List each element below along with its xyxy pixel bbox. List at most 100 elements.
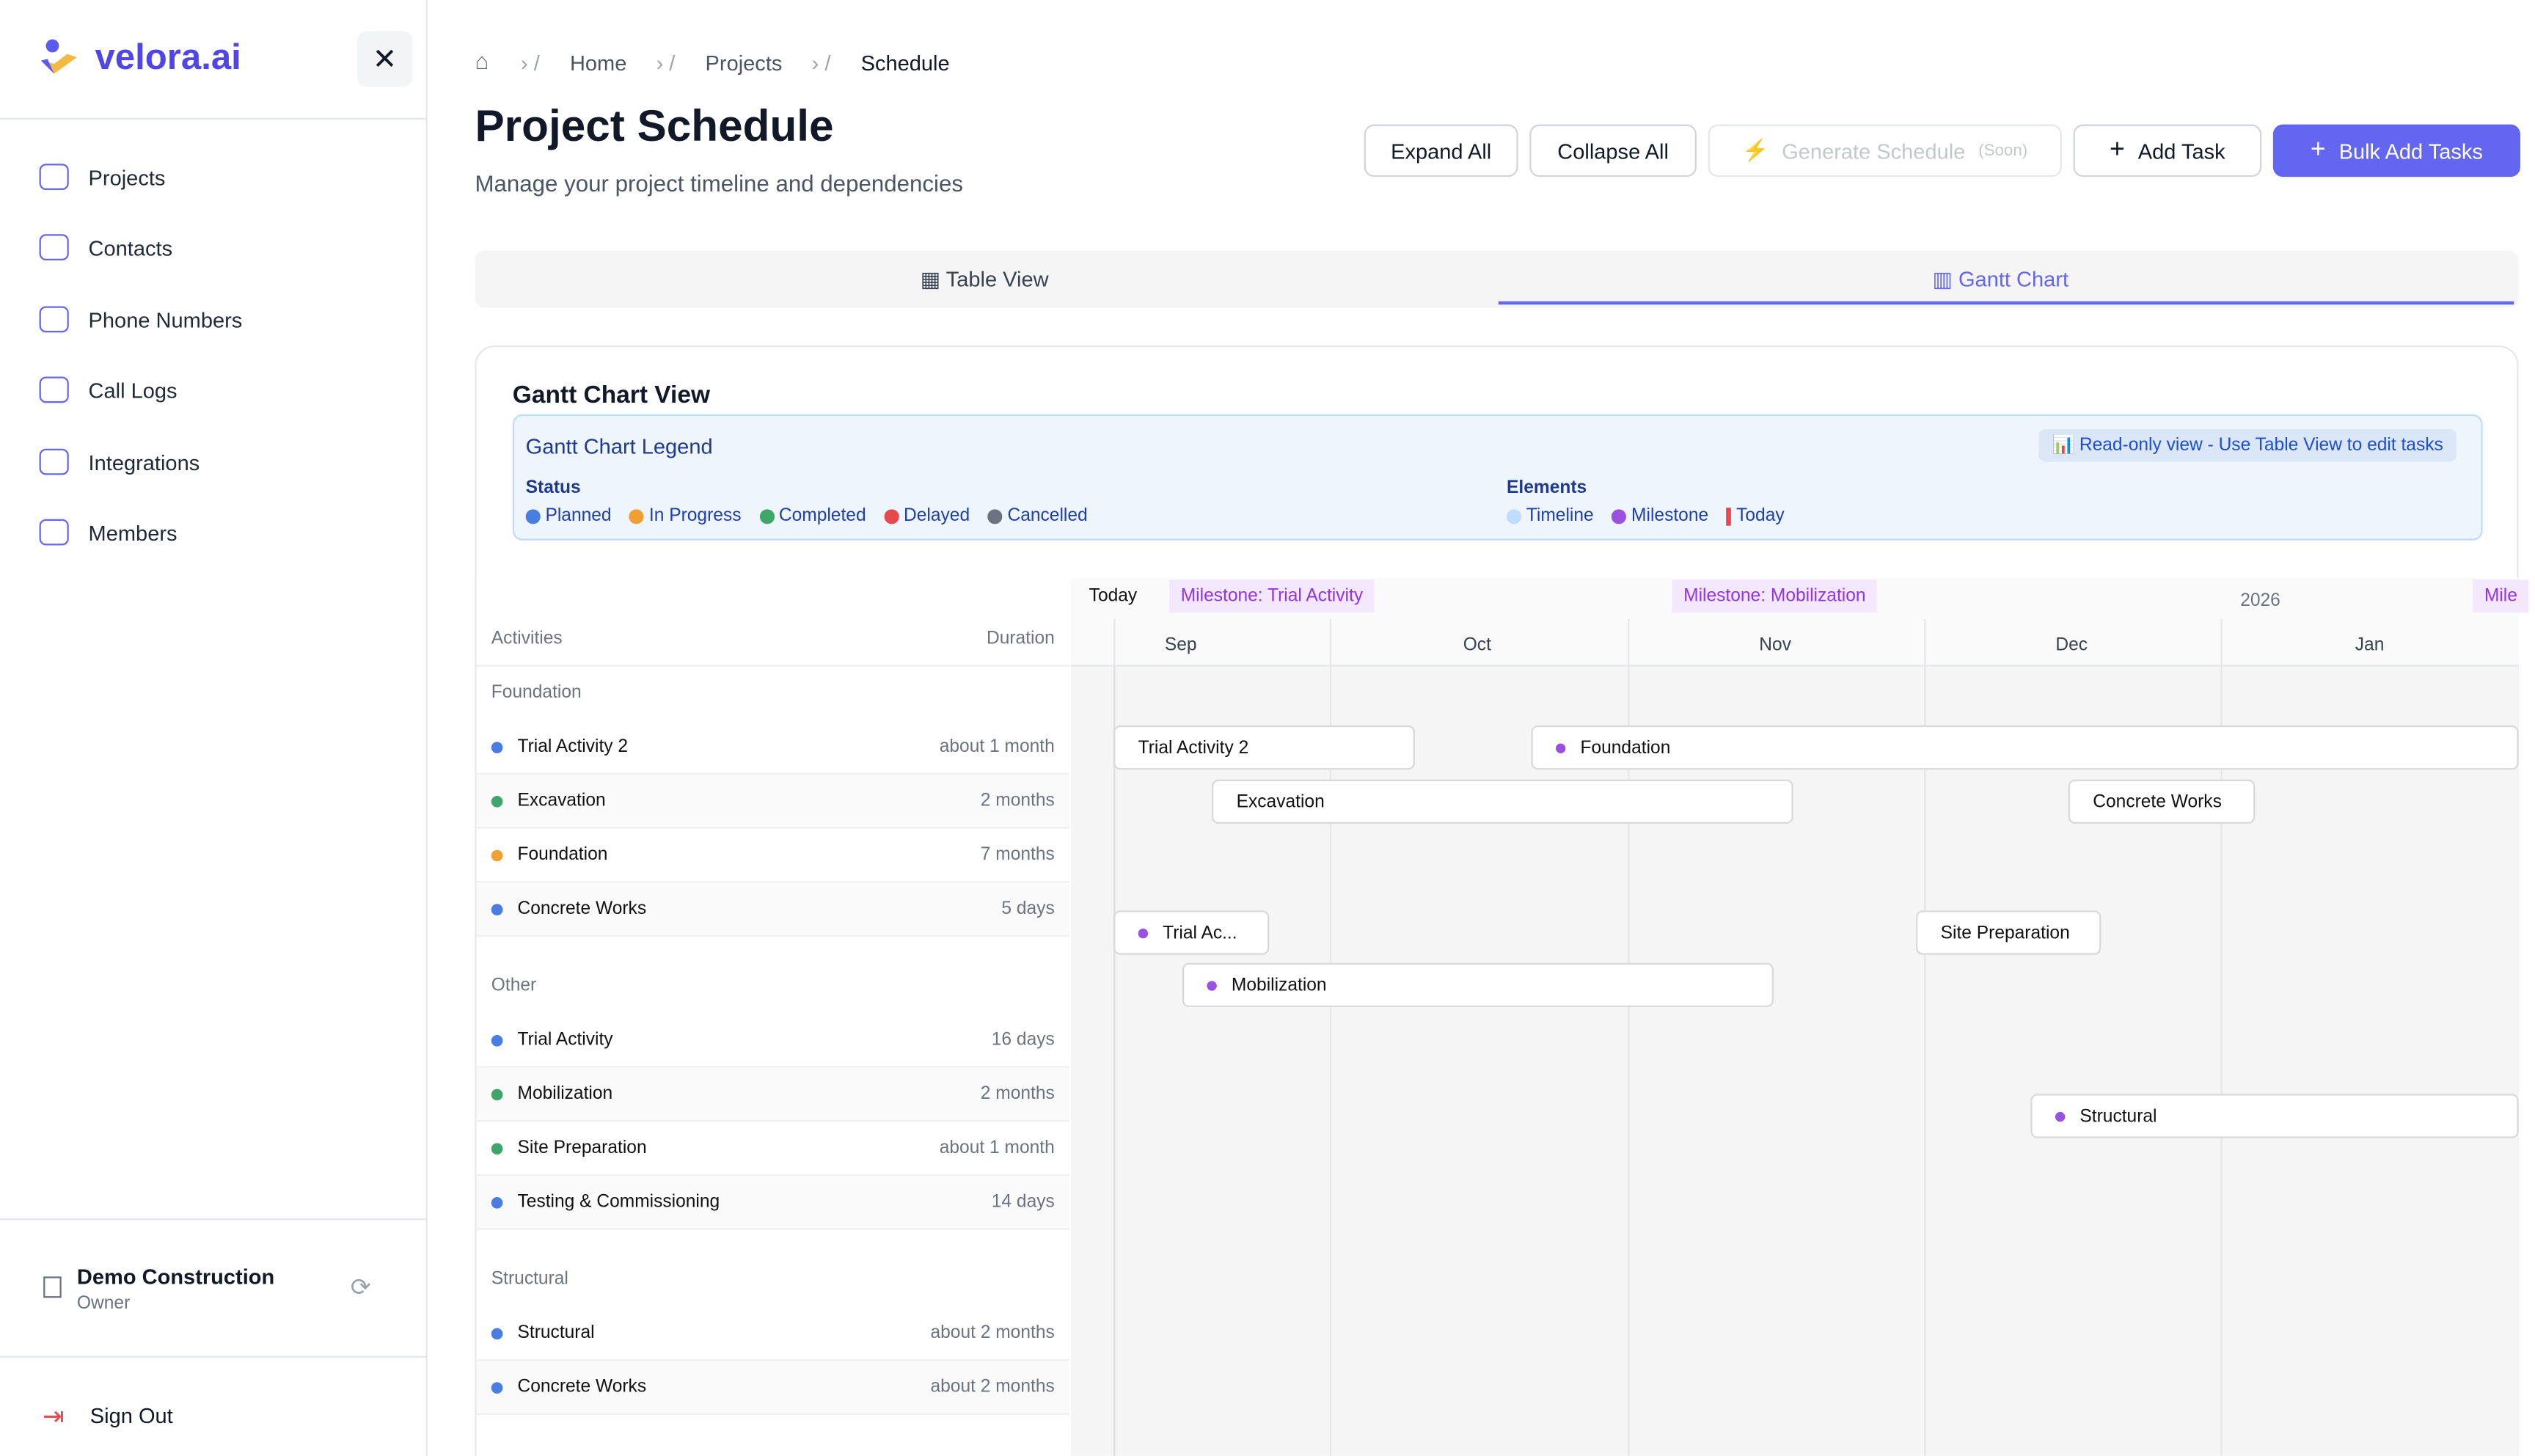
status-dot	[491, 1142, 503, 1154]
nav-icon	[39, 234, 69, 260]
legend-swatch	[1612, 508, 1627, 524]
milestone-dot	[1138, 927, 1149, 938]
logo-icon	[40, 39, 77, 74]
gantt-bar: Foundation	[1531, 725, 2519, 770]
label: Expand All	[1391, 138, 1492, 164]
task-duration: about 1 month	[939, 736, 1055, 757]
month-label: Sep	[1164, 635, 1197, 656]
nav-item[interactable]: Integrations	[39, 439, 200, 485]
nav-item[interactable]: Phone Numbers	[39, 296, 242, 343]
label: Table View	[945, 266, 1049, 292]
label: Add Task	[2137, 138, 2225, 164]
sign-out-icon: ⇥	[43, 1403, 65, 1432]
status-dot	[491, 1088, 503, 1100]
month-label: Nov	[1759, 635, 1791, 656]
task-name: Mobilization	[517, 1083, 613, 1104]
bar-label: Mobilization	[1231, 975, 1327, 995]
soon-note: (Soon)	[1978, 142, 2028, 160]
org-name: Demo Construction	[76, 1264, 275, 1289]
legend-label: Completed	[778, 505, 866, 526]
legend-item: Delayed	[884, 506, 970, 526]
task-row[interactable]: Trial Activity 2 about 1 month	[476, 720, 1069, 775]
month-grid-line	[1924, 618, 1926, 1456]
bulk-add-button[interactable]: + Bulk Add Tasks	[2272, 124, 2520, 178]
bar-label: Trial Ac...	[1163, 923, 1237, 943]
task-row[interactable]: Concrete Works about 2 months	[476, 1361, 1069, 1415]
gantt-bar: Trial Ac...	[1113, 910, 1270, 955]
divider	[0, 117, 426, 120]
nav-icon	[39, 519, 69, 546]
task-row[interactable]: Trial Activity 16 days	[476, 1013, 1069, 1068]
sign-out[interactable]: Sign Out	[89, 1403, 173, 1428]
legend-label: Milestone	[1631, 505, 1709, 526]
nav-item[interactable]: Contacts	[39, 224, 172, 271]
label: Collapse All	[1557, 138, 1669, 164]
status-dot	[491, 1196, 503, 1208]
year-label: 2026	[2240, 590, 2280, 611]
divider	[476, 665, 1069, 667]
group-label: Foundation	[491, 682, 582, 703]
task-duration: 5 days	[1001, 899, 1055, 919]
task-row[interactable]: Mobilization 2 months	[476, 1067, 1069, 1122]
nav-item[interactable]: Call Logs	[39, 367, 178, 413]
legend-title: Gantt Chart Legend	[525, 433, 713, 459]
nav-icon	[39, 306, 69, 333]
month-label: Dec	[2055, 635, 2088, 656]
tab-gantt-chart[interactable]: ▥ Gantt Chart	[1932, 267, 2068, 293]
home-icon[interactable]: ⌂	[475, 47, 489, 74]
nav-label: Call Logs	[88, 377, 178, 403]
milestone-label: Mile	[2473, 579, 2529, 612]
task-name: Excavation	[517, 791, 606, 811]
gantt-bar: Mobilization	[1182, 962, 1774, 1008]
read-only-note: 📊 Read-only view - Use Table View to edi…	[2038, 428, 2457, 462]
label: Bulk Add Tasks	[2338, 138, 2483, 164]
add-task-button[interactable]: + Add Task	[2073, 124, 2262, 178]
month-grid-line	[2220, 618, 2223, 1456]
icon: ▥	[1932, 266, 1958, 292]
label: Gantt Chart	[1958, 266, 2069, 292]
today-label: Today	[1089, 586, 1138, 607]
gantt-bar: Concrete Works	[2068, 779, 2256, 824]
gantt-bar: Structural	[2030, 1094, 2519, 1138]
task-row[interactable]: Site Preparation about 1 month	[476, 1122, 1069, 1177]
legend-swatch	[1726, 506, 1732, 525]
bar-label: Concrete Works	[2093, 791, 2222, 812]
breadcrumb-separator: › /	[656, 51, 676, 76]
task-row[interactable]: Testing & Commissioning 14 days	[476, 1176, 1069, 1230]
tab-table-view[interactable]: ▦ Table View	[921, 267, 1049, 293]
breadcrumb-item[interactable]: Home	[569, 51, 627, 76]
breadcrumb-item[interactable]: Projects	[705, 51, 783, 76]
task-duration: about 1 month	[939, 1138, 1055, 1158]
legend-label: Delayed	[904, 505, 970, 526]
expand-all-button[interactable]: Expand All	[1364, 124, 1518, 178]
divider	[0, 1218, 426, 1221]
icon: ⚡	[1742, 137, 1769, 163]
switch-org[interactable]: ⟳	[350, 1273, 371, 1302]
legend-swatch	[987, 508, 1003, 524]
bar-label: Structural	[2079, 1106, 2157, 1126]
generate-schedule-button: ⚡ Generate Schedule (Soon)	[1708, 124, 2062, 178]
elements-label: Elements	[1506, 478, 1587, 498]
org-role: Owner	[76, 1293, 131, 1314]
task-row[interactable]: Structural about 2 months	[476, 1306, 1069, 1361]
task-duration: about 2 months	[930, 1377, 1055, 1397]
gantt-bar: Site Preparation	[1916, 910, 2101, 955]
task-name: Foundation	[517, 845, 608, 865]
nav-item[interactable]: Members	[39, 509, 178, 555]
legend-swatch	[525, 508, 541, 524]
milestone-label: Milestone: Trial Activity	[1169, 579, 1375, 612]
task-row[interactable]: Concrete Works 5 days	[476, 882, 1069, 937]
breadcrumb-separator: › /	[520, 51, 540, 76]
task-row[interactable]: Foundation 7 months	[476, 828, 1069, 883]
breadcrumb-item[interactable]: Schedule	[860, 51, 950, 76]
task-duration: about 2 months	[930, 1323, 1055, 1343]
divider	[0, 1356, 426, 1358]
close-sidebar[interactable]: ✕	[356, 31, 413, 87]
task-row[interactable]: Excavation 2 months	[476, 775, 1069, 829]
nav-icon	[39, 448, 69, 475]
nav-item[interactable]: Projects	[39, 154, 165, 200]
legend-swatch	[629, 508, 645, 524]
collapse-all-button[interactable]: Collapse All	[1529, 124, 1697, 178]
status-dot	[491, 741, 503, 753]
